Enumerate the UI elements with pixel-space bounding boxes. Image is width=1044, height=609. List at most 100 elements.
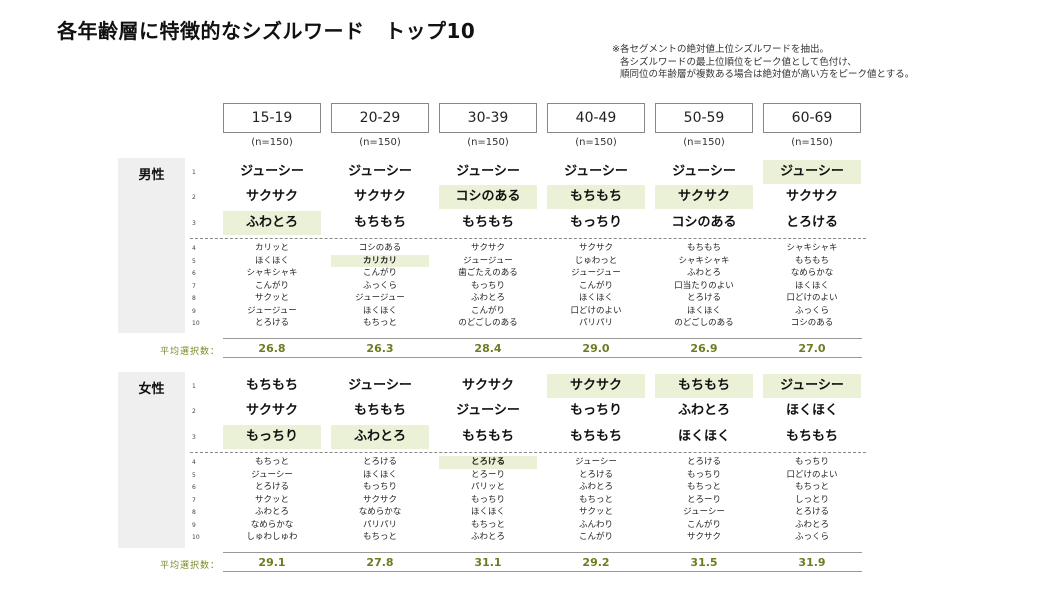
rank-word: ほくほく [362, 305, 397, 316]
rank-word: とろける [439, 456, 537, 469]
top3-word: コシのある [671, 215, 737, 230]
rank-word: じゅわっと [574, 255, 618, 266]
rank-word: しっとり [794, 494, 829, 505]
age-group-header: 50-59 [655, 103, 753, 133]
sample-size: (n=150) [791, 137, 833, 148]
rank-word: パリッと [470, 482, 505, 492]
top3-word: ジューシー [348, 378, 412, 393]
rank-word: なめらかな [358, 507, 402, 517]
note-line: 順同位の年齢層が複数ある場合は絶対値が高い方をピーク値とする。 [620, 69, 915, 80]
rank-word: もっちり [470, 494, 505, 505]
rank-word: とろける [254, 482, 289, 492]
average-value: 29.1 [258, 556, 286, 569]
average-value: 31.1 [474, 556, 502, 569]
sample-size: (n=150) [467, 137, 509, 148]
top3-word: もちもち [655, 374, 753, 398]
rank-number: 3 [192, 434, 196, 441]
rank-word: サクサク [578, 243, 613, 253]
rank-word: こんがり [254, 280, 289, 291]
rank-number: 2 [192, 408, 196, 415]
average-value: 27.8 [366, 556, 394, 569]
rank-word: ふわとろ [794, 519, 829, 530]
rank-word: もちっと [686, 482, 721, 492]
rank-word: ほくほく [254, 255, 289, 266]
note-line: 各シズルワードの最上位順位をピーク値として色付け、 [620, 56, 857, 68]
rank-word: もちっと [470, 519, 505, 530]
top3-word: ジューシー [240, 164, 304, 179]
top3-word: ジューシー [763, 160, 861, 184]
rank-word: ジュージュー [571, 268, 621, 278]
top3-word: ジューシー [763, 374, 861, 398]
top3-word: サクサク [655, 185, 753, 209]
age-group-header: 60-69 [763, 103, 861, 133]
rank-word: カリカリ [331, 254, 429, 267]
top3-word: サクサク [245, 403, 298, 418]
rank-number: 3 [192, 220, 196, 227]
rank-word: ほくほく [578, 293, 613, 303]
row-rule [223, 552, 862, 553]
rank-number: 8 [192, 295, 196, 302]
top3-word: ジューシー [456, 164, 520, 179]
rank-word: ふっくら [362, 280, 397, 291]
rank-word: サクッと [254, 494, 289, 505]
top3-word: もちもち [461, 429, 514, 444]
top3-word: サクサク [785, 189, 838, 204]
rank-word: シャキシャキ [678, 255, 730, 266]
rank-number: 10 [192, 534, 200, 541]
top3-word: とろける [785, 215, 838, 230]
top3-word: ふわとろ [331, 425, 429, 449]
top3-word: もちもち [461, 215, 514, 230]
top3-word: ジューシー [672, 164, 736, 179]
average-value: 29.0 [582, 342, 610, 355]
footnote: ※各セグメントの絶対値上位シズルワードを抽出。 各シズルワードの最上位順位をピー… [612, 44, 914, 82]
rank-word: ふっくら [794, 532, 829, 542]
rank-word: もっちり [470, 280, 505, 291]
top3-word: ジューシー [456, 403, 520, 418]
average-value: 26.9 [690, 342, 718, 355]
rank-word: もちっと [578, 494, 613, 505]
rank-word: サクサク [686, 532, 721, 542]
rank-word: とろーり [470, 469, 505, 480]
rank-number: 6 [192, 484, 196, 491]
top3-word: ふわとろ [223, 211, 321, 235]
rank-word: もちもち [686, 243, 721, 253]
rank-word: とろける [362, 457, 397, 467]
top3-word: ジューシー [564, 164, 628, 179]
rank-number: 1 [192, 169, 196, 176]
top3-word: もちもち [547, 185, 645, 209]
top3-word: もっちり [569, 215, 622, 230]
rank-number: 7 [192, 282, 196, 290]
top3-word: サクサク [461, 378, 514, 393]
rank-word: サクサク [470, 243, 505, 253]
rank-word: ほくほく [362, 469, 397, 480]
top3-word: サクサク [245, 189, 298, 204]
rank-word: 口どけのよい [786, 469, 838, 480]
rank-word: ジューシー [683, 507, 725, 517]
top3-word: コシのある [439, 185, 537, 209]
top3-word: サクサク [353, 189, 406, 204]
rank-word: サクサク [362, 494, 397, 505]
average-value: 26.3 [366, 342, 394, 355]
rank-word: とろける [794, 507, 829, 517]
rank-word: もっちり [794, 457, 829, 467]
rank-word: もっちり [362, 482, 397, 492]
top3-word: ほくほく [677, 429, 730, 444]
rank-word: ふわとろ [470, 532, 505, 542]
top3-word: もちもち [353, 403, 406, 418]
top3-word: もちもち [785, 429, 838, 444]
rank-word: しゅわしゅわ [246, 532, 298, 542]
rank-word: ふわとろ [578, 482, 613, 492]
rank-number: 9 [192, 521, 196, 529]
rank-word: パリパリ [362, 519, 397, 530]
rank-number: 9 [192, 307, 196, 315]
page-title: 各年齢層に特徴的なシズルワード トップ10 [57, 19, 476, 43]
rank-word: もちもち [794, 255, 829, 266]
rank-word: ジュージュー [247, 305, 297, 316]
rank-word: サクッと [578, 507, 613, 517]
rank-word: もちっと [254, 457, 289, 467]
rank-word: ほくほく [686, 305, 721, 316]
rank-word: パリパリ [578, 318, 613, 328]
rank-word: ジュージュー [355, 293, 405, 303]
sample-size: (n=150) [683, 137, 725, 148]
rank-word: とろける [686, 457, 721, 467]
